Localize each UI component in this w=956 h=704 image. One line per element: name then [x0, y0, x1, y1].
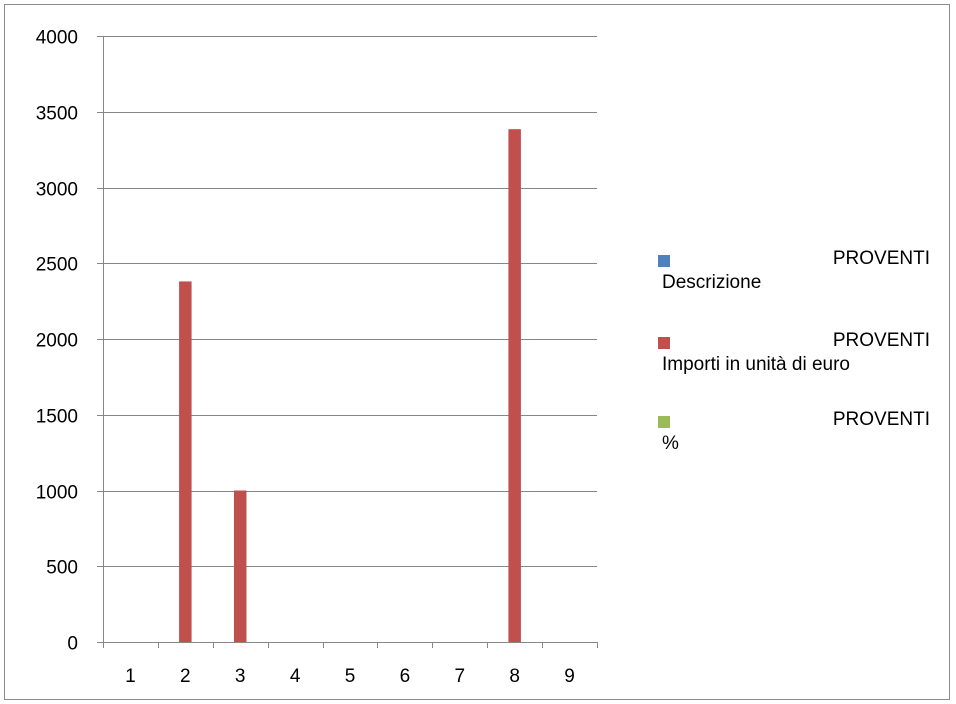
y-tick-label: 0: [67, 634, 78, 655]
y-tick-label: 1000: [36, 483, 78, 504]
x-tick-label: 1: [125, 666, 136, 687]
legend-series-title: PROVENTI: [832, 330, 930, 351]
legend-series-title: PROVENTI: [832, 248, 930, 269]
x-tick-label: 3: [235, 666, 246, 687]
x-tick-label: 9: [564, 666, 575, 687]
y-tick-label: 3500: [36, 104, 78, 125]
y-tick-label: 4000: [36, 28, 78, 49]
legend-swatch-importi: [658, 337, 670, 349]
gridlines: [103, 36, 597, 567]
x-tick-label: 4: [290, 666, 301, 687]
x-tick-label: 2: [180, 666, 191, 687]
legend-series-title: PROVENTI: [832, 409, 930, 430]
bar-importi-in-unit-di-euro-3: [233, 490, 247, 642]
y-tick-label: 500: [46, 558, 78, 579]
x-tick-label: 5: [345, 666, 356, 687]
legend-series-subtitle: Descrizione: [662, 272, 762, 293]
x-tick-label: 6: [400, 666, 411, 687]
x-tick-label: 7: [454, 666, 465, 687]
y-tick-labels: 0 500 1000 1500 2000 2500 3000 3500 4000: [36, 28, 78, 655]
bar-importi-in-unit-di-euro-8: [508, 129, 521, 643]
bars: [179, 129, 521, 643]
legend-series-subtitle: Importi in unità di euro: [662, 354, 850, 375]
x-tick-labels: 1 2 3 4 5 6 7 8 9: [125, 666, 575, 687]
bar-importi-in-unit-di-euro-2: [179, 281, 192, 642]
y-tick-label: 2000: [36, 331, 78, 352]
legend-swatch-descrizione: [658, 255, 670, 267]
y-tick-label: 3000: [36, 180, 78, 201]
chart-frame: [4, 4, 950, 700]
x-tick-label: 8: [509, 666, 520, 687]
axes: [97, 36, 598, 648]
y-tick-label: 2500: [36, 255, 78, 276]
legend-series-subtitle: %: [662, 433, 679, 454]
legend-swatch-percent: [658, 416, 670, 428]
y-tick-label: 1500: [36, 407, 78, 428]
